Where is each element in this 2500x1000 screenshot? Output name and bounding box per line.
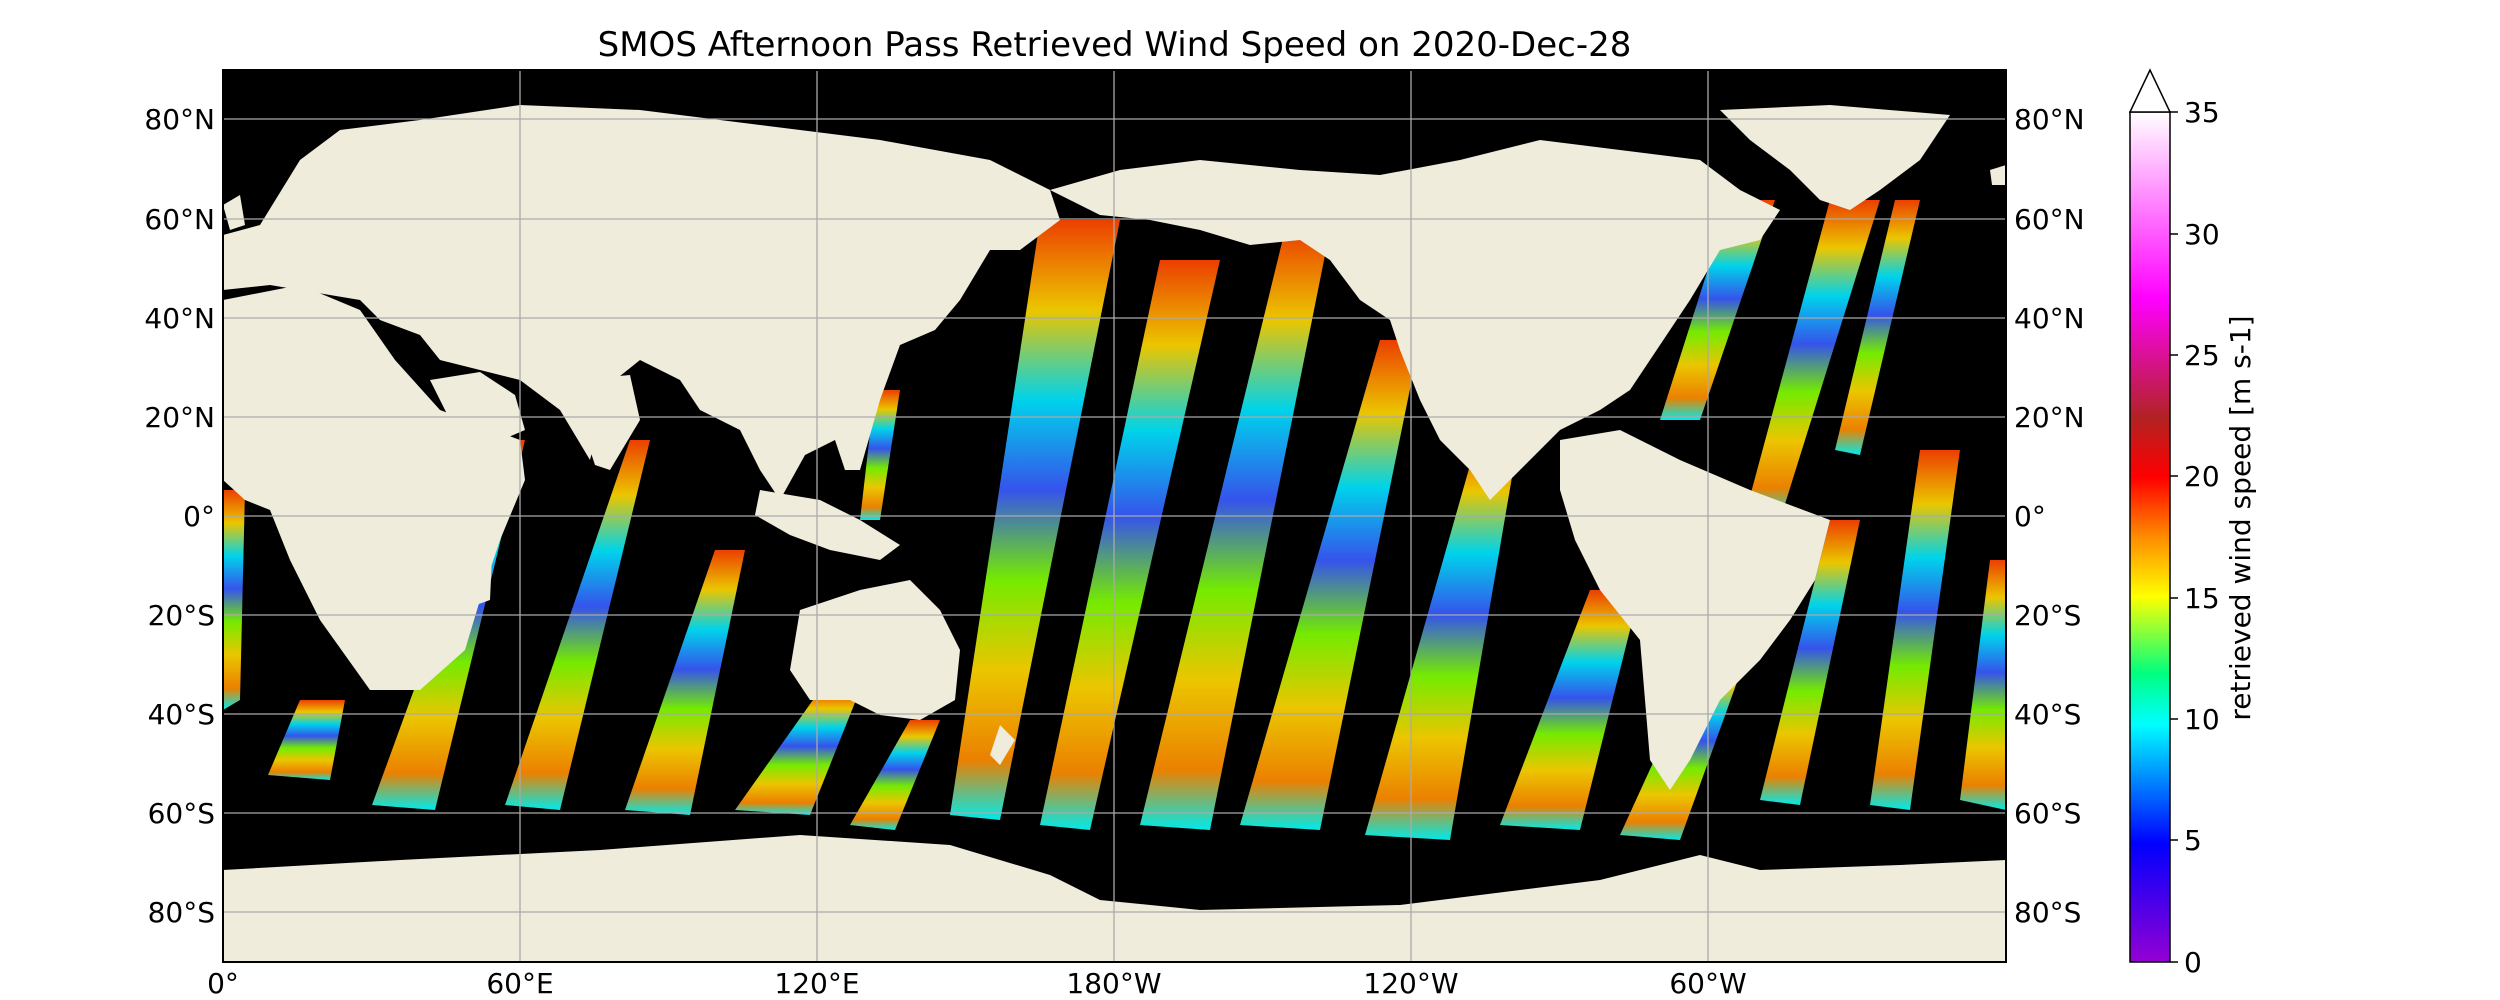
lon-label: 60°E (486, 967, 553, 1000)
land-south-america (1560, 430, 1830, 790)
lat-label-right: 60°S (2014, 797, 2081, 830)
land-india (575, 375, 640, 470)
land-arctic-islands (500, 120, 610, 140)
land-japan (910, 260, 945, 310)
lat-label-left: 60°N (144, 203, 215, 236)
colorbar-tick-label: 35 (2184, 96, 2220, 129)
swath (1500, 590, 1640, 830)
swath (1660, 200, 1775, 420)
swath (1760, 520, 1860, 805)
lat-label-right: 20°S (2014, 599, 2081, 632)
gridlines (223, 70, 2006, 962)
lon-label: 0° (207, 967, 239, 1000)
lon-label: 120°E (774, 967, 859, 1000)
map-frame (222, 69, 2007, 963)
swath (223, 490, 245, 710)
land-antarctica (223, 835, 2006, 962)
colorbar-tick-label: 25 (2184, 339, 2220, 372)
swath (625, 550, 745, 815)
colorbar-tick-label: 0 (2184, 946, 2202, 979)
lat-label-left: 40°N (144, 302, 215, 335)
swath (735, 690, 860, 815)
lat-label-left: 20°N (144, 401, 215, 434)
colorbar-tick-label: 5 (2184, 824, 2202, 857)
land-indonesia (755, 490, 900, 560)
land-greenland (1720, 105, 1950, 210)
land-masses (223, 105, 2006, 962)
lon-label: 120°W (1363, 967, 1458, 1000)
land-new-zealand (990, 725, 1015, 765)
swath (268, 700, 345, 780)
swath (950, 220, 1120, 820)
map-title: SMOS Afternoon Pass Retrieved Wind Speed… (597, 25, 1632, 65)
lat-label-left: 80°S (148, 896, 215, 929)
land-madagascar (476, 555, 492, 605)
lat-label-right: 20°N (2014, 401, 2085, 434)
colorbar-extend-arrow (2128, 68, 2172, 113)
land-north-america (1050, 140, 1780, 500)
colorbar-tick-label: 20 (2184, 460, 2220, 493)
satellite-swaths (223, 200, 2006, 840)
swath (1365, 430, 1520, 840)
swath (1040, 260, 1220, 830)
lat-label-left: 80°N (144, 103, 215, 136)
swath (505, 440, 650, 810)
swath (1745, 200, 1880, 520)
lat-label-left: 60°S (148, 797, 215, 830)
swath (860, 390, 900, 520)
lat-label-right: 40°N (2014, 302, 2085, 335)
colorbar-tick-label: 15 (2184, 582, 2220, 615)
lat-label-right: 60°N (2014, 203, 2085, 236)
lat-label-left: 20°S (148, 599, 215, 632)
lat-label-right: 80°S (2014, 896, 2081, 929)
land-eurasia (223, 105, 1060, 500)
lat-label-right: 0° (2014, 500, 2046, 533)
lon-label: 60°W (1669, 967, 1746, 1000)
colorbar: 0 5 10 15 20 25 30 35 retrieved wind spe… (2128, 68, 2257, 979)
land-africa (223, 285, 525, 690)
swath (1870, 450, 1960, 810)
lat-label-right: 40°S (2014, 698, 2081, 731)
land-arabia (430, 372, 525, 445)
swath (1240, 340, 1420, 830)
colorbar-tick-label: 30 (2184, 218, 2220, 251)
lat-label-right: 80°N (2014, 103, 2085, 136)
swath (1835, 200, 1920, 455)
lat-label-left: 0° (183, 500, 215, 533)
colorbar-tick-label: 10 (2184, 703, 2220, 736)
colorbar-gradient (2129, 111, 2171, 963)
swath (1960, 560, 2006, 810)
swath (850, 720, 940, 830)
land-uk (223, 195, 245, 230)
lon-label: 180°W (1066, 967, 1161, 1000)
land-iceland (1990, 165, 2006, 185)
colorbar-title: retrieved wind speed [m s-1] (2224, 315, 2257, 720)
swath (1140, 230, 1330, 830)
lat-label-left: 40°S (148, 698, 215, 731)
